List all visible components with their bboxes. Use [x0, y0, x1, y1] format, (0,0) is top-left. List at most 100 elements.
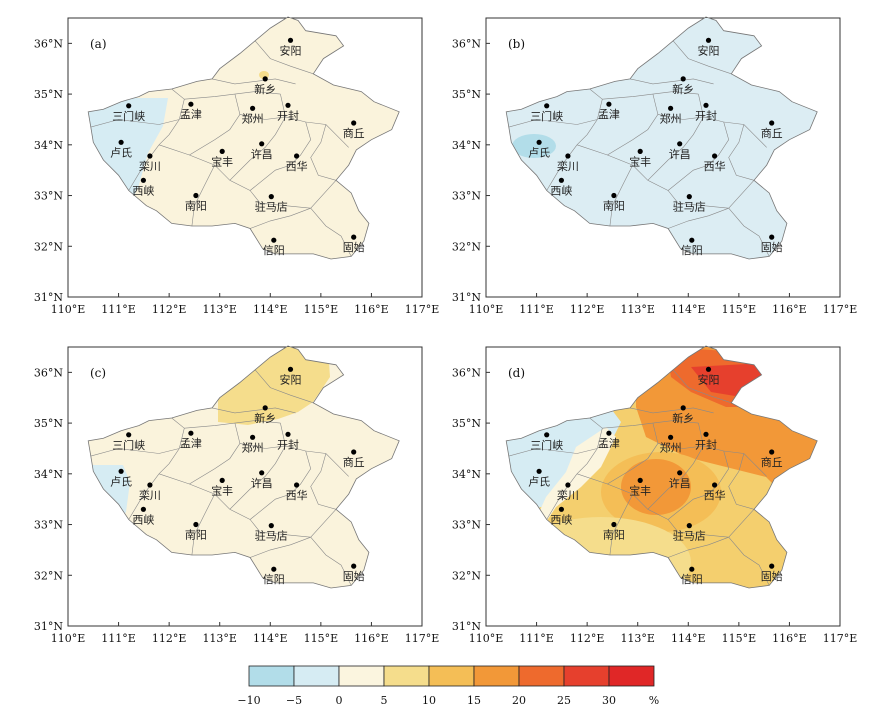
city-label: 信阳: [263, 573, 285, 586]
city-dot: [544, 432, 550, 438]
city-label: 西华: [286, 488, 308, 502]
y-tick-label: 33°N: [452, 519, 481, 532]
y-tick-label: 32°N: [452, 569, 481, 582]
y-tick-label: 36°N: [452, 37, 481, 50]
city-label: 郑州: [660, 440, 682, 454]
district-boundary: [128, 144, 160, 191]
city-dot: [677, 470, 683, 476]
district-boundary: [90, 119, 180, 128]
city-label: 开封: [277, 437, 299, 451]
city-label: 安阳: [280, 43, 302, 57]
district-boundary: [310, 453, 337, 510]
x-tick-label: 117°E: [823, 632, 858, 645]
x-tick-label: 117°E: [405, 303, 440, 316]
y-tick-label: 32°N: [34, 240, 63, 253]
city-label: 信阳: [263, 244, 285, 257]
province-outline: [87, 345, 400, 589]
panel-label: (d): [508, 366, 525, 380]
city-dot: [294, 482, 300, 488]
y-tick-label: 33°N: [34, 519, 63, 532]
colorbar-unit: %: [649, 694, 659, 707]
city-label: 许昌: [669, 148, 691, 161]
x-tick-label: 112°E: [152, 632, 187, 645]
district-boundary: [667, 509, 755, 538]
y-tick-label: 32°N: [452, 240, 481, 253]
city-label: 卢氏: [110, 475, 132, 488]
district-boundary: [630, 78, 714, 85]
y-tick-label: 33°N: [452, 190, 481, 203]
city-label: 商丘: [343, 126, 365, 140]
city-dot: [611, 192, 617, 199]
city-dot: [259, 470, 265, 476]
colorbar-cell: [428, 665, 475, 687]
x-tick-label: 115°E: [722, 303, 757, 316]
city-dot: [637, 477, 643, 483]
city-label: 安阳: [280, 372, 302, 386]
district-boundary: [249, 180, 337, 209]
colorbar-cell: [338, 665, 385, 687]
city-dot: [271, 237, 277, 243]
colorbar-tick-label: 0: [336, 694, 343, 707]
district-boundary: [546, 473, 578, 520]
district-boundary: [254, 369, 314, 404]
city-label: 郑州: [242, 440, 264, 454]
city-dot: [558, 506, 564, 512]
province-outline: [505, 345, 818, 589]
city-label: 郑州: [660, 111, 682, 125]
y-tick-label: 36°N: [452, 366, 481, 379]
city-dot: [126, 432, 132, 438]
city-dot: [769, 563, 775, 569]
colorbar-legend: −10 −5 0 5 10 15 20 25 30%: [237, 665, 659, 707]
city-dot: [287, 37, 294, 43]
colorbar-cell: [518, 665, 565, 687]
city-label: 驻马店: [255, 200, 288, 214]
x-tick-label: 113°E: [620, 303, 655, 316]
y-tick-label: 31°N: [452, 291, 481, 304]
district-lines: [508, 369, 770, 586]
city-dot: [351, 120, 357, 126]
city-dot: [680, 405, 686, 411]
city-dot: [118, 468, 124, 474]
city-label: 固始: [343, 569, 365, 583]
district-boundary: [647, 94, 704, 181]
city-label: 新乡: [254, 411, 276, 425]
district-boundary: [508, 119, 598, 128]
city-label: 三门峡: [530, 438, 563, 452]
district-boundary: [249, 207, 311, 229]
city-label: 固始: [761, 240, 783, 254]
y-tick-label: 34°N: [452, 139, 481, 152]
x-tick-label: 114°E: [671, 632, 706, 645]
city-dot: [769, 234, 775, 240]
city-label: 宝丰: [211, 483, 233, 497]
city-label: 栾川: [139, 159, 161, 173]
y-tick-label: 32°N: [34, 569, 63, 582]
district-boundary: [728, 537, 770, 586]
city-label: 固始: [761, 569, 783, 583]
city-label: 新乡: [254, 82, 276, 96]
city-dot: [285, 102, 291, 108]
city-dot: [126, 103, 132, 109]
district-boundary: [310, 124, 337, 181]
district-boundary: [249, 509, 337, 538]
city-dot: [705, 366, 712, 372]
city-dot: [565, 153, 571, 159]
city-label: 南阳: [603, 200, 625, 213]
province-outline: [87, 16, 400, 260]
city-dot: [294, 153, 300, 159]
x-tick-label: 110°E: [469, 303, 504, 316]
city-dot: [565, 482, 571, 488]
city-dot: [668, 105, 674, 111]
colorbar-tick-label: 20: [512, 694, 526, 707]
colorbar-tick-label: 25: [557, 694, 571, 707]
axes: 110°E 111°E 112°E 113°E 114°E 115°E 116°E 117°E…: [34, 366, 439, 645]
city-dot: [262, 405, 268, 411]
city-label: 西华: [286, 159, 308, 173]
y-tick-label: 34°N: [34, 139, 63, 152]
y-tick-label: 35°N: [34, 88, 63, 101]
city-dot: [219, 148, 225, 154]
city-dot: [637, 148, 643, 154]
city-dot: [219, 477, 225, 483]
